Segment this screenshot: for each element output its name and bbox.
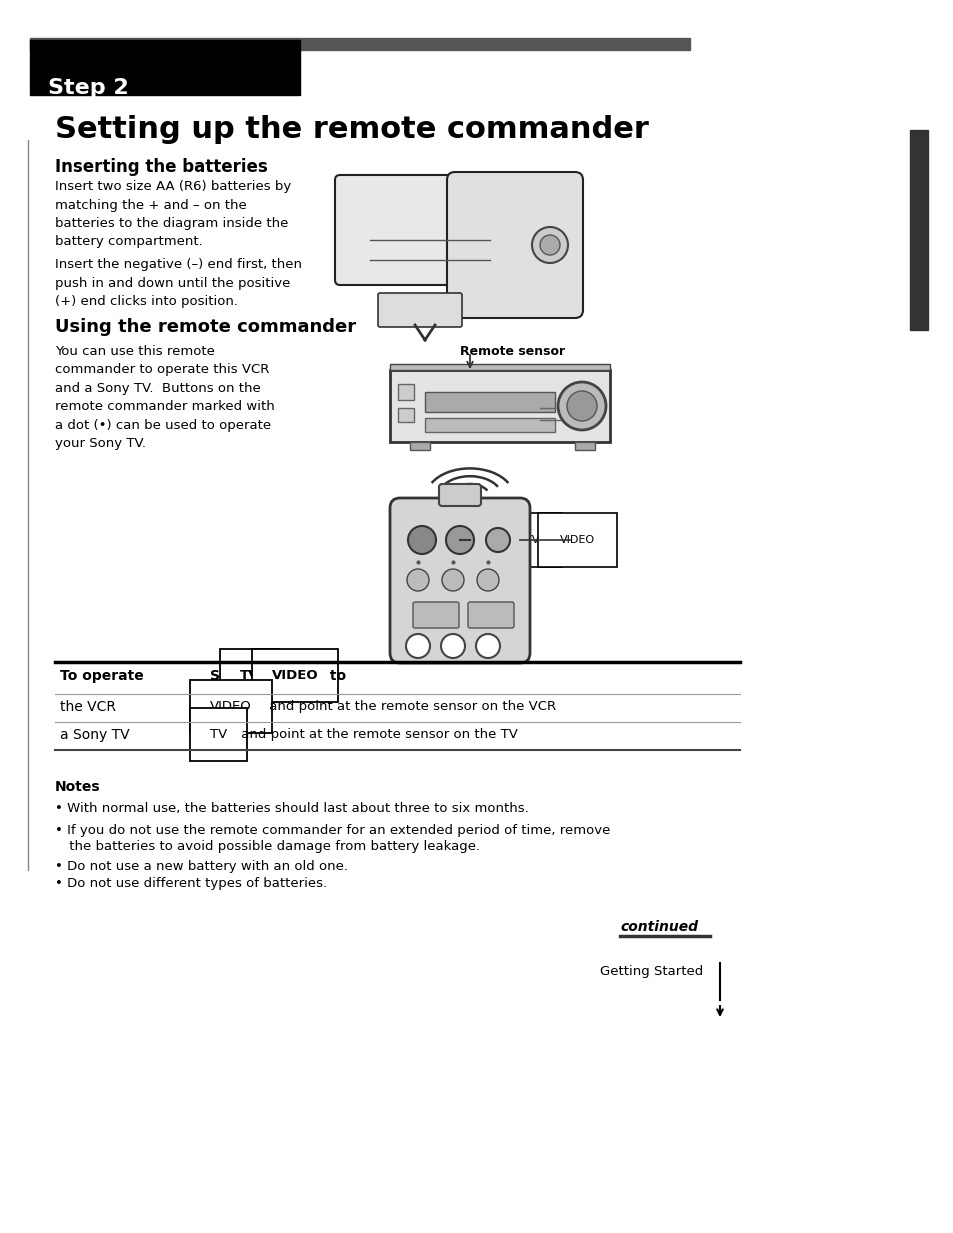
Bar [410, 441, 430, 450]
Circle shape [566, 391, 597, 420]
Text: to: to [325, 670, 346, 683]
Circle shape [476, 634, 499, 658]
FancyBboxPatch shape [468, 602, 514, 628]
Text: • With normal use, the batteries should last about three to six months.: • With normal use, the batteries should … [55, 801, 528, 815]
Circle shape [485, 528, 510, 552]
Text: VIDEO: VIDEO [272, 670, 318, 682]
Bar [424, 392, 555, 412]
Text: Notes: Notes [55, 780, 100, 794]
FancyBboxPatch shape [335, 175, 504, 285]
Text: Set: Set [210, 670, 241, 683]
Bar [909, 129, 927, 330]
Text: To operate: To operate [60, 670, 144, 683]
Text: and point at the remote sensor on the TV: and point at the remote sensor on the TV [236, 727, 517, 741]
Text: • If you do not use the remote commander for an extended period of time, remove: • If you do not use the remote commander… [55, 824, 610, 837]
Circle shape [539, 236, 559, 255]
Text: continued: continued [619, 920, 698, 935]
Text: the batteries to avoid possible damage from battery leakage.: the batteries to avoid possible damage f… [65, 840, 479, 853]
Circle shape [406, 634, 430, 658]
Circle shape [446, 526, 474, 554]
Bar [30, 38, 689, 51]
Text: Using the remote commander: Using the remote commander [55, 318, 355, 337]
FancyBboxPatch shape [413, 602, 458, 628]
Text: ⏏: ⏏ [416, 546, 427, 559]
Circle shape [532, 227, 567, 263]
Circle shape [441, 568, 463, 591]
Bar [390, 364, 609, 370]
FancyBboxPatch shape [447, 171, 582, 318]
Text: TV: TV [524, 535, 538, 545]
Bar [390, 370, 609, 441]
FancyBboxPatch shape [438, 485, 480, 506]
Text: Remote sensor: Remote sensor [459, 345, 564, 358]
FancyBboxPatch shape [377, 293, 461, 327]
Bar [424, 418, 555, 432]
Circle shape [408, 526, 436, 554]
Bar [397, 408, 414, 422]
Text: a Sony TV: a Sony TV [60, 727, 130, 742]
Text: ⊕: ⊕ [450, 242, 463, 260]
Text: /: / [262, 670, 267, 683]
Text: Setting up the remote commander: Setting up the remote commander [55, 115, 648, 144]
Circle shape [407, 568, 429, 591]
Text: VIDEO: VIDEO [559, 535, 595, 545]
Text: • Do not use a new battery with an old one.: • Do not use a new battery with an old o… [55, 859, 348, 873]
Text: 1: 1 [413, 652, 420, 662]
Text: Insert the negative (–) end first, then
push in and down until the positive
(+) : Insert the negative (–) end first, then … [55, 258, 302, 308]
Text: VIDEO: VIDEO [210, 700, 252, 713]
Text: and point at the remote sensor on the VCR: and point at the remote sensor on the VC… [265, 700, 556, 713]
Text: TV: TV [240, 670, 259, 682]
Text: /: / [551, 535, 555, 547]
Text: 3: 3 [482, 652, 490, 662]
Text: +: + [379, 242, 392, 256]
FancyBboxPatch shape [390, 498, 530, 663]
Text: Inserting the batteries: Inserting the batteries [55, 158, 268, 176]
Text: 2: 2 [448, 652, 456, 662]
Bar [30, 39, 299, 95]
Circle shape [440, 634, 464, 658]
Text: Insert two size AA (R6) batteries by
matching the + and – on the
batteries to th: Insert two size AA (R6) batteries by mat… [55, 180, 291, 249]
Bar [397, 383, 414, 399]
Text: You can use this remote
commander to operate this VCR
and a Sony TV.  Buttons on: You can use this remote commander to ope… [55, 345, 274, 450]
Circle shape [476, 568, 498, 591]
Text: Getting Started: Getting Started [599, 965, 702, 978]
Bar [575, 441, 595, 450]
Text: • Do not use different types of batteries.: • Do not use different types of batterie… [55, 877, 327, 890]
Text: Step 2: Step 2 [48, 78, 129, 97]
Text: TV: TV [210, 727, 227, 741]
Circle shape [558, 382, 605, 430]
Text: the VCR: the VCR [60, 700, 116, 714]
